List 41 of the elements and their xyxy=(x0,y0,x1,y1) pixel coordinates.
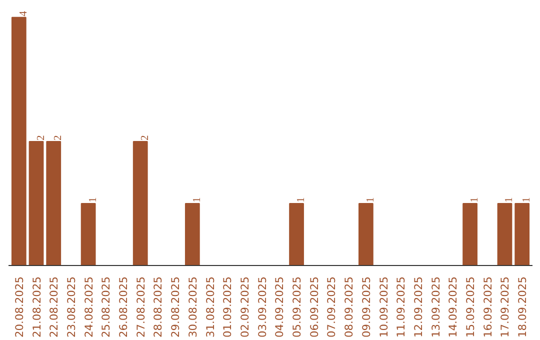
x-tick-label: 16.09.2025 xyxy=(481,276,494,338)
x-tick-label: 04.09.2025 xyxy=(273,276,286,338)
x-tick-label: 01.09.2025 xyxy=(221,276,234,338)
x-tick-label: 17.09.2025 xyxy=(498,276,512,338)
x-tick-label: 10.09.2025 xyxy=(377,276,390,338)
data-label: 1 xyxy=(192,197,203,202)
data-label: 2 xyxy=(140,135,151,140)
x-tick-label: 14.09.2025 xyxy=(446,276,460,338)
x-tick-label: 31.08.2025 xyxy=(204,276,217,338)
x-tick-label: 09.09.2025 xyxy=(360,276,373,338)
x-tick-label: 22.08.2025 xyxy=(48,276,61,338)
data-label: 1 xyxy=(470,197,481,202)
x-tick-label: 27.08.2025 xyxy=(134,276,148,338)
x-tick-label: 26.08.2025 xyxy=(117,276,130,338)
x-tick-label: 20.08.2025 xyxy=(12,276,26,338)
x-tick-label: 07.09.2025 xyxy=(325,276,338,338)
x-tick-label: 02.09.2025 xyxy=(238,276,252,338)
data-label: 4 xyxy=(18,10,30,16)
x-tick-label: 29.08.2025 xyxy=(169,276,182,338)
x-tick-label: 24.08.2025 xyxy=(82,276,96,338)
data-label: 1 xyxy=(88,197,99,202)
x-tick-label: 08.09.2025 xyxy=(342,276,356,338)
x-tick-label: 25.08.2025 xyxy=(100,276,113,338)
data-label: 1 xyxy=(522,197,533,202)
x-tick-label: 18.09.2025 xyxy=(516,276,530,338)
data-label: 1 xyxy=(504,197,516,202)
x-tick-label: 15.09.2025 xyxy=(464,276,478,338)
data-label: 1 xyxy=(296,197,308,202)
x-tick-label: 30.08.2025 xyxy=(186,276,200,338)
data-label: 2 xyxy=(53,135,64,140)
x-tick-label: 23.08.2025 xyxy=(64,276,78,338)
x-tick-label: 28.08.2025 xyxy=(152,276,165,338)
x-tick-label: 12.09.2025 xyxy=(412,276,425,338)
data-label: 1 xyxy=(365,197,376,202)
x-tick-label: 21.08.2025 xyxy=(30,276,44,338)
x-tick-label: 11.09.2025 xyxy=(394,276,408,338)
x-tick-label: 13.09.2025 xyxy=(429,276,442,338)
data-label: 2 xyxy=(36,135,47,140)
x-tick-label: 03.09.2025 xyxy=(256,276,269,338)
x-tick-label: 05.09.2025 xyxy=(290,276,304,338)
x-tick-label: 06.09.2025 xyxy=(308,276,321,338)
